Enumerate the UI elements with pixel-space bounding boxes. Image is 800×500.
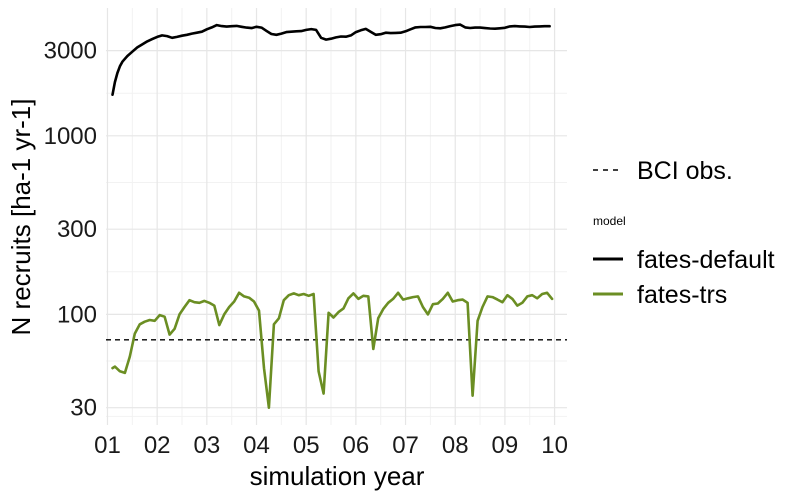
legend-label-fates-trs: fates-trs: [637, 281, 727, 309]
y-tick-label: 3000: [44, 38, 97, 65]
x-tick-label: 06: [343, 432, 370, 459]
x-axis-tick-labels: 01 02 03 04 05 06 07 08 09 10: [94, 432, 568, 459]
legend-title: model: [593, 214, 626, 228]
y-axis-title: N recruits [ha-1 yr-1]: [6, 99, 36, 336]
series-line-fates-default: [111, 23, 551, 96]
x-tick-label: 09: [492, 432, 519, 459]
x-tick-label: 07: [392, 432, 419, 459]
x-tick-label: 04: [243, 432, 270, 459]
x-tick-label: 01: [94, 432, 121, 459]
y-tick-label: 300: [57, 216, 97, 243]
y-tick-label: 1000: [44, 123, 97, 150]
legend: BCI obs. model fates-default fates-trs: [593, 157, 775, 309]
x-axis-title: simulation year: [250, 461, 425, 491]
x-tick-label: 05: [293, 432, 320, 459]
minor-gridlines: [106, 8, 567, 425]
legend-label-bci-obs: BCI obs.: [637, 157, 733, 185]
x-tick-label: 10: [541, 432, 568, 459]
y-tick-label: 100: [57, 301, 97, 328]
x-tick-label: 02: [144, 432, 171, 459]
y-tick-label: 30: [70, 395, 97, 422]
legend-label-fates-default: fates-default: [637, 246, 775, 274]
series-layer: [111, 23, 554, 410]
series-line-fates-trs: [111, 291, 554, 410]
x-tick-label: 08: [442, 432, 469, 459]
y-axis-tick-labels: 30 100 300 1000 3000: [44, 38, 97, 422]
x-tick-label: 03: [193, 432, 220, 459]
major-gridlines: [106, 8, 567, 425]
